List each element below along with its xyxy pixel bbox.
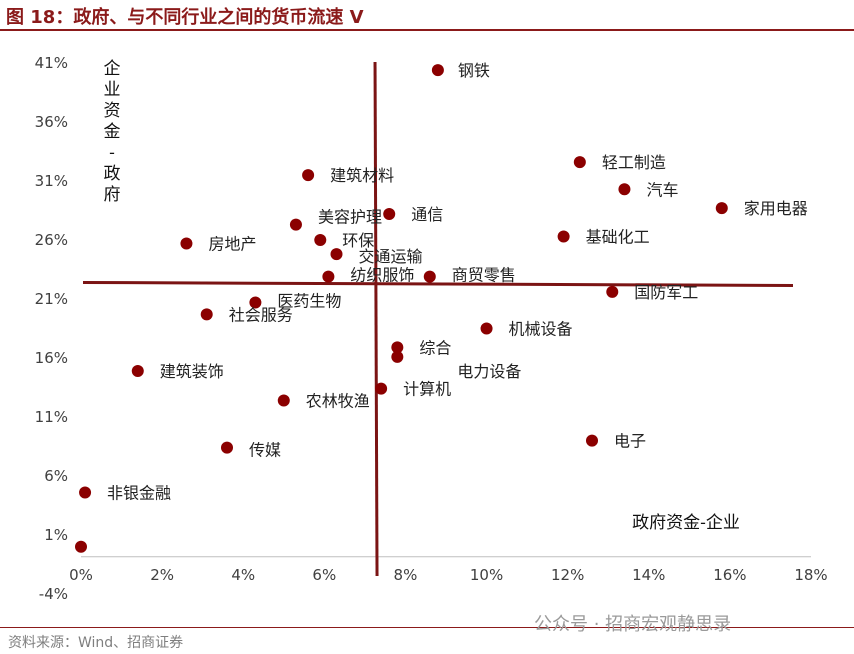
data-point bbox=[314, 234, 327, 246]
y-axis-title-char: 政 bbox=[104, 164, 121, 184]
x-tick-label: 18% bbox=[794, 566, 827, 584]
y-axis-title-char: 府 bbox=[104, 185, 121, 205]
data-point bbox=[131, 364, 144, 377]
data-point bbox=[322, 270, 335, 283]
point-label: 房地产 bbox=[208, 235, 256, 254]
point-label: 综合 bbox=[419, 338, 451, 357]
point-label: 环保 bbox=[342, 231, 374, 250]
footer-divider bbox=[0, 627, 854, 628]
y-tick-label: -4% bbox=[39, 585, 68, 603]
y-axis-title-char: 金 bbox=[104, 122, 121, 142]
data-point bbox=[431, 64, 444, 77]
title-divider bbox=[0, 29, 854, 31]
y-tick-label: 11% bbox=[35, 408, 68, 426]
data-point bbox=[330, 248, 343, 261]
x-tick-label: 8% bbox=[394, 566, 418, 584]
y-tick-label: 26% bbox=[35, 231, 68, 249]
point-label: 计算机 bbox=[403, 380, 451, 399]
data-point bbox=[221, 441, 233, 454]
y-tick-label: 41% bbox=[35, 54, 68, 72]
x-tick-label: 6% bbox=[312, 566, 336, 584]
data-point bbox=[618, 183, 631, 196]
data-point bbox=[383, 208, 396, 221]
data-point bbox=[715, 202, 728, 215]
point-label: 家用电器 bbox=[744, 199, 808, 218]
chart-title: 图 18：政府、与不同行业之间的货币流速 V bbox=[6, 7, 364, 28]
data-point bbox=[180, 237, 193, 250]
data-point bbox=[423, 270, 436, 283]
point-label: 医药生物 bbox=[277, 292, 341, 311]
y-tick-label: 31% bbox=[35, 172, 68, 190]
data-point bbox=[277, 394, 290, 407]
data-point bbox=[79, 486, 92, 499]
y-tick-label: 36% bbox=[35, 113, 68, 131]
x-tick-label: 14% bbox=[632, 566, 665, 584]
data-point bbox=[557, 230, 570, 243]
watermark-text: 公众号 · 招商宏观静思录 bbox=[534, 614, 732, 635]
point-label: 传媒 bbox=[249, 441, 281, 460]
point-label: 电子 bbox=[614, 432, 646, 451]
point-label: 纺织服饰 bbox=[350, 266, 414, 285]
y-tick-label: 16% bbox=[35, 349, 68, 367]
point-label: 社会服务 bbox=[229, 305, 293, 324]
point-label: 汽车 bbox=[646, 180, 678, 199]
data-point bbox=[606, 285, 619, 298]
point-label: 电力设备 bbox=[457, 362, 521, 381]
x-tick-label: 2% bbox=[150, 566, 174, 584]
data-point bbox=[75, 540, 87, 553]
point-label: 通信 bbox=[411, 205, 443, 224]
point-label: 商贸零售 bbox=[452, 266, 516, 285]
point-label: 非银金融 bbox=[107, 484, 171, 503]
data-point bbox=[289, 218, 302, 231]
data-point bbox=[200, 308, 213, 321]
data-point bbox=[391, 341, 404, 354]
point-label: 美容护理 bbox=[318, 208, 382, 227]
point-label: 交通运输 bbox=[359, 247, 423, 266]
y-axis-title-char: 资 bbox=[104, 101, 121, 121]
data-point bbox=[391, 350, 404, 363]
point-label: 机械设备 bbox=[509, 320, 573, 339]
y-axis-title-char: 业 bbox=[104, 80, 121, 100]
data-point bbox=[480, 322, 493, 335]
data-point bbox=[249, 296, 262, 309]
x-tick-label: 0% bbox=[69, 566, 93, 584]
data-point bbox=[302, 169, 315, 182]
x-axis-title: 政府资金-企业 bbox=[632, 513, 740, 533]
point-label: 农林牧渔 bbox=[306, 391, 370, 410]
x-tick-label: 16% bbox=[713, 566, 746, 584]
data-point bbox=[573, 156, 586, 169]
y-axis-title-char: - bbox=[109, 143, 115, 163]
x-tick-label: 10% bbox=[470, 566, 503, 584]
data-point bbox=[586, 434, 598, 447]
point-label: 建筑材料 bbox=[330, 166, 394, 185]
y-tick-label: 6% bbox=[44, 467, 68, 485]
y-axis-title-char: 企 bbox=[104, 59, 121, 79]
source-note: 资料来源：Wind、招商证券 bbox=[8, 635, 184, 651]
y-tick-label: 21% bbox=[35, 290, 68, 308]
point-label: 轻工制造 bbox=[602, 153, 666, 172]
point-label: 基础化工 bbox=[586, 227, 650, 246]
x-tick-label: 4% bbox=[231, 566, 255, 584]
point-label: 建筑装饰 bbox=[160, 362, 224, 381]
point-label: 国防军工 bbox=[634, 283, 698, 302]
vertical-quadrant-line bbox=[373, 61, 379, 577]
horizontal-quadrant-line bbox=[82, 280, 794, 287]
x-tick-label: 12% bbox=[551, 566, 584, 584]
point-label: 钢铁 bbox=[458, 61, 490, 80]
y-tick-label: 1% bbox=[44, 526, 68, 544]
data-point bbox=[375, 382, 388, 395]
